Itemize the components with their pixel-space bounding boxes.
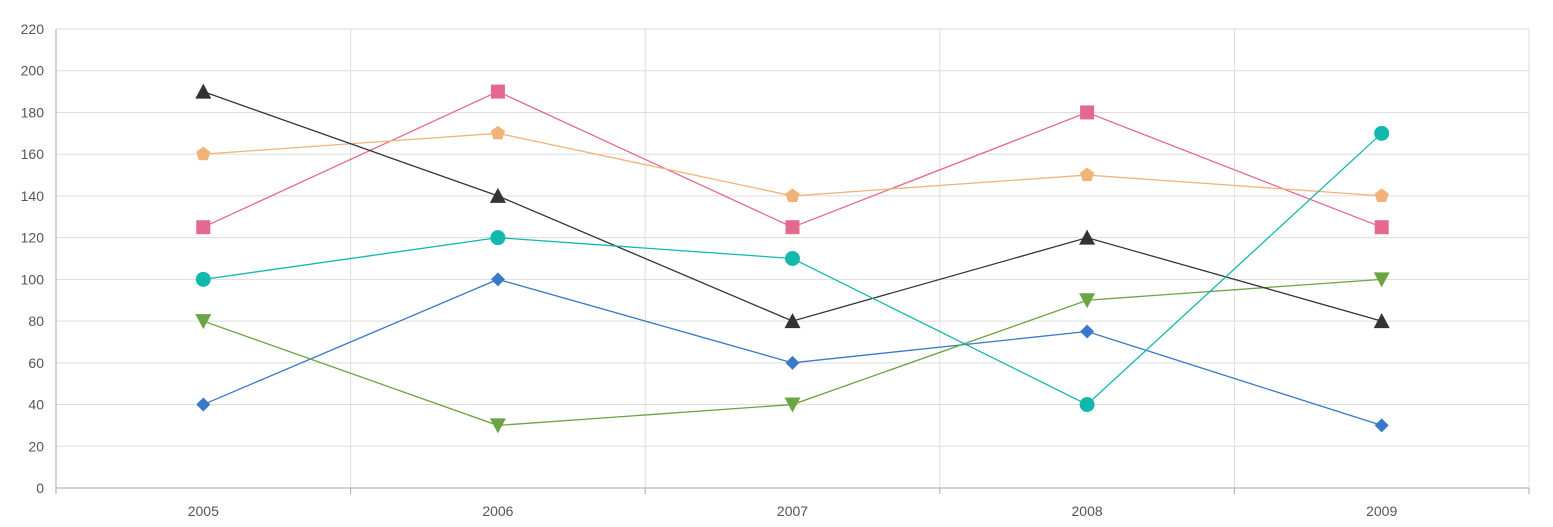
- y-tick-label: 220: [21, 21, 45, 37]
- data-point-triangle-up: [489, 187, 506, 203]
- data-point-diamond: [490, 272, 505, 287]
- y-tick-label: 60: [28, 355, 44, 371]
- series-line-2: [203, 90, 1382, 228]
- x-tick-label: 2006: [482, 503, 513, 519]
- y-tick-label: 80: [28, 313, 44, 329]
- data-point-square: [490, 84, 505, 99]
- data-point-triangle-up: [1079, 229, 1096, 245]
- y-tick-label: 0: [36, 480, 44, 496]
- y-tick-label: 40: [28, 397, 44, 413]
- data-point-circle: [1079, 397, 1095, 413]
- data-point-triangle-up: [195, 83, 212, 99]
- data-point-square: [785, 220, 800, 235]
- data-point-pentagon: [1079, 167, 1095, 182]
- data-point-circle: [490, 230, 506, 246]
- data-point-diamond: [196, 397, 211, 412]
- data-point-square: [1374, 220, 1389, 235]
- x-tick-label: 2008: [1072, 503, 1103, 519]
- y-tick-label: 20: [28, 438, 44, 454]
- y-tick-label: 160: [21, 146, 45, 162]
- y-tick-label: 120: [21, 230, 45, 246]
- data-point-circle: [195, 271, 211, 287]
- y-tick-label: 140: [21, 188, 45, 204]
- data-point-triangle-down: [784, 397, 801, 413]
- x-tick-label: 2007: [777, 503, 808, 519]
- data-point-pentagon: [196, 146, 211, 161]
- data-point-triangle-down: [195, 314, 212, 330]
- data-point-triangle-down: [1079, 293, 1096, 309]
- series-line-5: [203, 90, 1382, 322]
- data-point-pentagon: [785, 188, 800, 202]
- series-line-4: [203, 132, 1382, 197]
- data-point-circle: [1374, 125, 1390, 141]
- data-point-pentagon: [490, 125, 506, 140]
- data-point-pentagon: [1374, 188, 1389, 202]
- y-tick-label: 100: [21, 271, 45, 287]
- data-point-triangle-up: [784, 313, 801, 329]
- data-point-circle: [785, 251, 800, 266]
- y-tick-label: 200: [21, 63, 45, 79]
- data-point-diamond: [1374, 418, 1389, 433]
- data-point-square: [196, 220, 211, 235]
- x-tick-label: 2005: [188, 503, 219, 519]
- data-point-triangle-down: [489, 418, 506, 434]
- x-tick-label: 2009: [1366, 503, 1397, 519]
- data-point-square: [1080, 105, 1095, 120]
- data-point-triangle-down: [1373, 272, 1390, 288]
- data-point-diamond: [785, 355, 800, 370]
- data-point-diamond: [1080, 324, 1095, 339]
- y-tick-label: 180: [21, 104, 45, 120]
- data-point-triangle-up: [1373, 313, 1390, 329]
